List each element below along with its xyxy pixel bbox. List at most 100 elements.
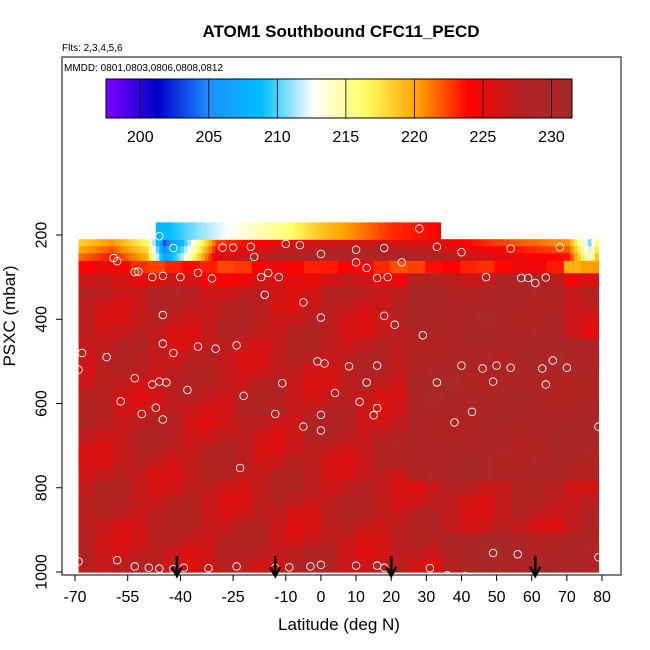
heatmap-cell (442, 403, 461, 417)
heatmap-cell (425, 377, 444, 391)
heatmap-cell (563, 273, 582, 287)
heatmap-cell (338, 377, 357, 391)
heatmap-cell (176, 253, 181, 261)
heatmap-cell (251, 325, 270, 339)
heatmap-cell (147, 481, 166, 495)
heatmap-cell (563, 533, 582, 547)
heatmap-cell (390, 377, 409, 391)
heatmap-cell (199, 468, 218, 482)
heatmap-cell (407, 507, 426, 521)
x-tick-label: -10 (274, 589, 297, 606)
heatmap-cell (271, 246, 276, 254)
heatmap-cell (422, 239, 427, 247)
heatmap-cell (442, 520, 461, 534)
heatmap-cell (233, 239, 238, 247)
heatmap-cell (234, 416, 253, 430)
heatmap-cell (338, 253, 343, 261)
heatmap-cell (377, 239, 382, 247)
heatmap-cell (147, 468, 166, 482)
heatmap-cell (529, 455, 548, 469)
heatmap-cell (591, 246, 596, 254)
heatmap-cell (271, 239, 276, 247)
heatmap-cell (459, 455, 478, 469)
heatmap-cell (366, 246, 371, 254)
heatmap-cell (425, 416, 444, 430)
heatmap-cell (363, 222, 368, 240)
heatmap-cell (199, 429, 218, 443)
heatmap-cell (419, 246, 424, 254)
x-tick-label: 70 (558, 589, 576, 606)
heatmap-cell (345, 253, 350, 261)
heatmap-cell (113, 429, 132, 443)
heatmap-cell (275, 222, 280, 240)
x-axis: -70 -55 -40 -25 -10 0 10 20 30 40 50 60 70 80 (63, 575, 611, 606)
observation-point (320, 359, 329, 368)
heatmap-cell (546, 364, 565, 378)
heatmap-cell (240, 246, 245, 254)
heatmap-cell (390, 533, 409, 547)
heatmap-cell (511, 390, 530, 404)
heatmap-cell (251, 351, 270, 365)
latitude-arrow (529, 556, 542, 579)
heatmap-cell (366, 222, 371, 240)
heatmap-cell (331, 239, 336, 247)
heatmap-cell (187, 222, 192, 240)
heatmap-cell (269, 481, 288, 495)
heatmap-cell (581, 338, 600, 352)
heatmap-cell (162, 253, 167, 261)
heatmap-cell (233, 222, 238, 240)
heatmap-cell (425, 546, 444, 560)
heatmap-cell (269, 494, 288, 508)
heatmap-cell (390, 338, 409, 352)
heatmap-cell (251, 494, 270, 508)
heatmap-cell (477, 390, 496, 404)
heatmap-cell (321, 364, 340, 378)
heatmap-cell (229, 246, 234, 254)
heatmap-cell (113, 299, 132, 313)
observation-point (481, 272, 491, 282)
heatmap-cell (472, 239, 477, 247)
heatmap-cell (338, 468, 357, 482)
heatmap-cell (162, 246, 167, 254)
heatmap-cell (563, 442, 582, 456)
heatmap-cell (429, 253, 434, 261)
heatmap-cell (292, 253, 297, 261)
heatmap-cell (511, 312, 530, 326)
heatmap-cell (546, 299, 565, 313)
observation-point (316, 410, 326, 420)
heatmap-cell (342, 253, 347, 261)
heatmap-cell (197, 239, 203, 247)
heatmap-cell (99, 246, 104, 254)
heatmap-cell (494, 468, 513, 482)
heatmap-cell (442, 260, 461, 274)
observation-point (271, 409, 280, 419)
heatmap-cell (459, 338, 478, 352)
observation-point (299, 298, 308, 307)
heatmap-cell (459, 533, 478, 547)
heatmap-cell (472, 253, 477, 261)
heatmap-cell (236, 239, 241, 247)
heatmap-cell (387, 246, 392, 254)
heatmap-cell (459, 520, 478, 534)
heatmap-cell (529, 533, 548, 547)
heatmap-cell (78, 377, 97, 391)
heatmap-cell (355, 351, 374, 365)
heatmap-cell (407, 520, 426, 534)
heatmap-cell (546, 481, 565, 495)
heatmap-cell (247, 253, 252, 261)
heatmap-cell (187, 246, 192, 254)
heatmap-cell (199, 546, 218, 560)
heatmap-cell (494, 338, 513, 352)
heatmap-cell (521, 239, 526, 247)
heatmap-cell (459, 299, 478, 313)
heatmap-cell (169, 239, 174, 247)
heatmap-cell (442, 468, 461, 482)
heatmap-cell (338, 222, 343, 240)
heatmap-cell (134, 253, 139, 261)
heatmap-cell (180, 239, 185, 247)
heatmap-cell (199, 286, 218, 300)
heatmap-cell (573, 239, 579, 247)
heatmap-cell (507, 246, 512, 254)
heatmap-cell (355, 377, 374, 391)
heatmap-cell (169, 253, 174, 261)
